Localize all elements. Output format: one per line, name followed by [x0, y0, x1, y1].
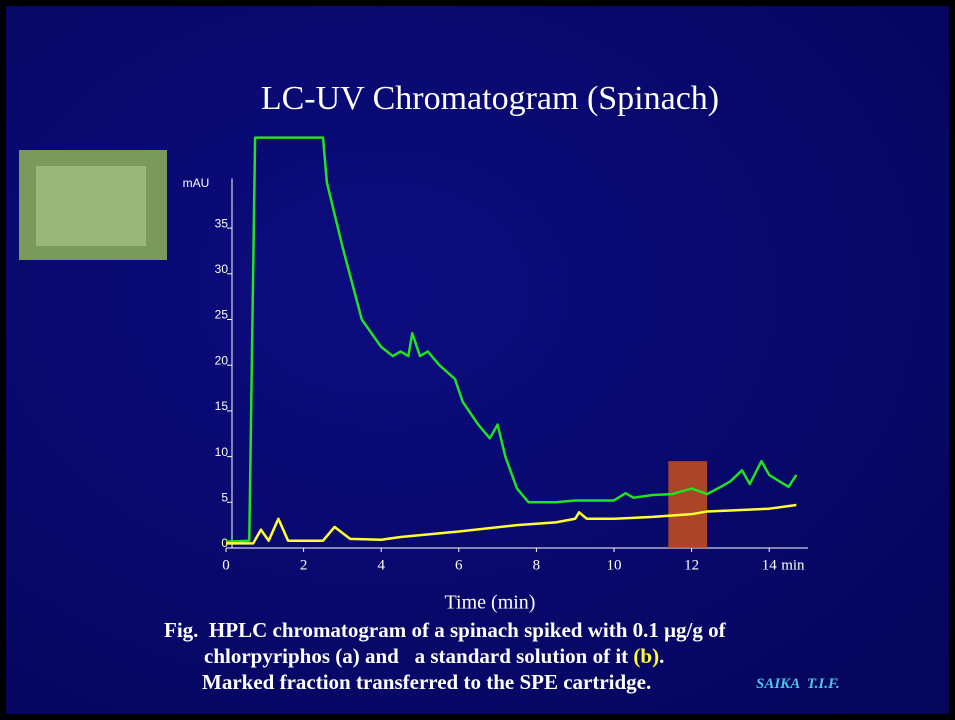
- x-tick-label: 8: [533, 557, 541, 573]
- marked-fraction: [668, 461, 708, 548]
- caption-line: Fig. HPLC chromatogram of a spinach spik…: [164, 618, 726, 642]
- chart-title: LC-UV Chromatogram (Spinach): [261, 80, 719, 117]
- y-tick-label: 15: [215, 399, 229, 413]
- caption-text: chlorpyriphos (a) and a standard solutio…: [204, 644, 634, 668]
- series-line: [225, 136, 798, 543]
- y-unit: mAU: [183, 176, 210, 190]
- chart: LC-UV Chromatogram (Spinach) mAU Time (m…: [19, 80, 808, 614]
- caption-highlight: (b): [633, 644, 660, 668]
- y-tick-label: 0: [221, 536, 228, 550]
- y-tick-label: 10: [215, 445, 229, 459]
- y-tick-label: 35: [215, 216, 229, 230]
- spinach-photo-detail: [36, 166, 146, 246]
- y-tick-label: 5: [221, 490, 228, 504]
- x-tick-label: 0: [222, 557, 230, 573]
- x-unit: min: [781, 557, 805, 573]
- y-tick-label: 25: [215, 308, 229, 322]
- x-tick-label: 14: [762, 557, 778, 573]
- caption-line: Marked fraction transferred to the SPE c…: [202, 670, 652, 694]
- caption-line: chlorpyriphos (a) and a standard solutio…: [204, 644, 664, 669]
- x-tick-label: 4: [377, 557, 385, 573]
- x-tick-label: 6: [455, 557, 463, 573]
- x-axis-label: Time (min): [445, 592, 536, 614]
- x-tick-label: 12: [684, 557, 699, 573]
- x-tick-label: 10: [607, 557, 622, 573]
- y-tick-label: 20: [215, 353, 229, 367]
- slide: LC-UV Chromatogram (Spinach) mAU Time (m…: [6, 6, 949, 714]
- credit: SAIKA T.I.F.: [756, 676, 840, 692]
- x-tick-label: 2: [300, 557, 308, 573]
- series-line: [226, 503, 797, 545]
- y-tick-label: 30: [215, 262, 229, 276]
- caption-text: .: [659, 644, 665, 668]
